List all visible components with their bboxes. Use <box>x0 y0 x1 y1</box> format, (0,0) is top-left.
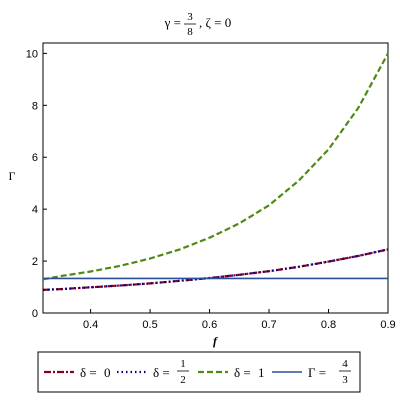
title-fraction-denominator: 8 <box>187 26 193 38</box>
plot-frame <box>42 42 389 314</box>
legend-label-delta-0-value: 0 <box>104 365 111 380</box>
x-tick-label: 0.4 <box>83 319 98 331</box>
legend-label-gamma-den: 3 <box>342 374 348 386</box>
x-tick-label: 0.8 <box>321 319 336 331</box>
title-lhs: γ = <box>164 15 181 30</box>
x-tick-label: 0.7 <box>261 319 276 331</box>
y-tick-label: 8 <box>32 100 38 112</box>
x-axis-label: f <box>213 334 218 348</box>
legend-label-delta-1-lhs: δ = <box>234 365 251 380</box>
y-tick-label: 0 <box>32 308 38 320</box>
x-tick-label: 0.5 <box>142 319 157 331</box>
legend-label-delta-0-lhs: δ = <box>80 365 97 380</box>
y-axis-label: Γ <box>9 169 16 183</box>
series-group <box>42 52 389 291</box>
legend-label-delta-half-den: 2 <box>180 374 186 386</box>
legend-label-delta-half-lhs: δ = <box>153 365 170 380</box>
legend: δ = 0 δ = 1 2 δ = 1 Γ = 4 3 <box>37 351 361 393</box>
x-tick-label: 0.9 <box>380 319 395 331</box>
y-tick-label: 6 <box>32 152 38 164</box>
y-tick-label: 2 <box>32 256 38 268</box>
chart-title: γ = 3 8 , ζ = 0 <box>164 11 232 38</box>
axis-ticks: 0.4 0.5 0.6 0.7 0.8 0.9 0 2 4 6 8 10 <box>26 48 396 331</box>
title-fraction-numerator: 3 <box>187 11 193 23</box>
legend-label-delta-half-num: 1 <box>180 358 186 370</box>
y-tick-label: 4 <box>32 204 38 216</box>
series-line-delta-0 <box>42 248 389 291</box>
legend-label-gamma-lhs: Γ = <box>308 365 326 380</box>
legend-label-gamma-num: 4 <box>342 358 348 370</box>
series-line-delta-1 <box>42 52 389 281</box>
y-tick-label: 10 <box>26 48 38 60</box>
x-tick-label: 0.6 <box>202 319 217 331</box>
legend-label-delta-1-value: 1 <box>258 365 265 380</box>
series-line-delta-half <box>42 248 389 291</box>
title-rest: , ζ = 0 <box>199 15 231 30</box>
